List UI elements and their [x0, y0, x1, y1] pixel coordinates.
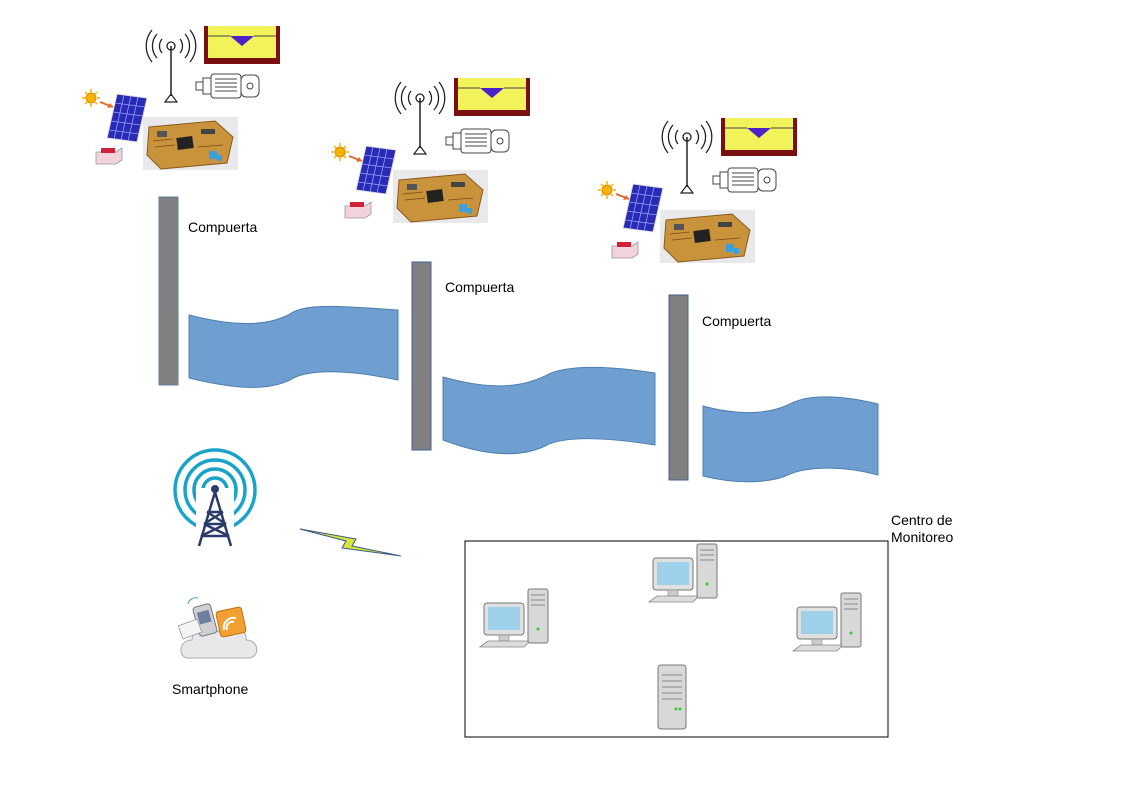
electric-motor-icon	[712, 167, 777, 193]
water-tank-level-icon	[203, 25, 281, 65]
gate-3	[668, 294, 689, 481]
radio-antenna-icon	[661, 120, 713, 194]
water-channel-2	[442, 366, 656, 455]
radio-tower-icon	[173, 448, 257, 548]
smartphone-cloud-icon	[177, 597, 258, 659]
battery-icon	[344, 201, 372, 219]
sun-icon	[330, 142, 363, 163]
water-channel-1	[188, 305, 399, 388]
sun-icon	[81, 88, 114, 109]
radio-antenna-icon	[394, 81, 446, 155]
water-tank-level-icon	[453, 77, 531, 117]
solar-panel-icon	[106, 93, 148, 143]
microcontroller-board-icon	[392, 169, 489, 224]
solar-panel-icon	[622, 183, 664, 233]
microcontroller-board-icon	[142, 116, 239, 171]
station-1	[81, 25, 281, 171]
battery-icon	[611, 241, 639, 259]
monitoring-center-label-line2: Monitoreo	[891, 529, 954, 545]
electric-motor-icon	[195, 73, 260, 99]
smartphone-label: Smartphone	[172, 681, 249, 697]
server-icon	[657, 664, 687, 730]
station-2	[330, 77, 531, 224]
wireless-link-icon	[299, 528, 402, 557]
gate-1	[158, 196, 179, 386]
station-3	[597, 117, 798, 264]
gate-label-3: Compuerta	[702, 313, 772, 329]
electric-motor-icon	[445, 128, 510, 154]
microcontroller-board-icon	[659, 209, 756, 264]
radio-antenna-icon	[145, 29, 197, 103]
gate-label-2: Compuerta	[445, 279, 515, 295]
water-channel-3	[702, 396, 879, 483]
gate-2	[411, 261, 432, 451]
sun-icon	[597, 180, 630, 201]
gate-label-1: Compuerta	[188, 219, 258, 235]
monitoring-center-label-line1: Centro de	[891, 512, 953, 528]
battery-icon	[95, 147, 123, 165]
solar-panel-icon	[355, 145, 397, 195]
water-tank-level-icon	[720, 117, 798, 157]
